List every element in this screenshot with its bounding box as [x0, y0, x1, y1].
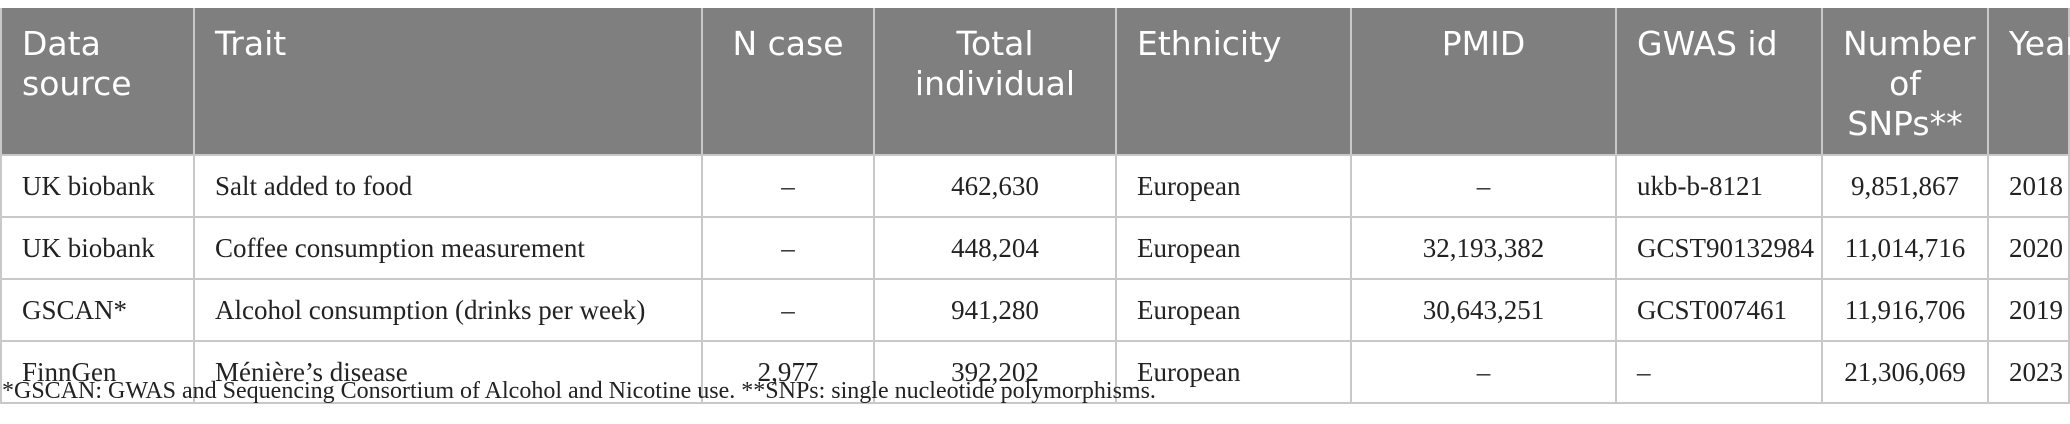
table-row: UK biobank Salt added to food – 462,630 … — [0, 154, 2070, 218]
cell-number-of-snps: 21,306,069 — [1821, 340, 1989, 404]
data-table-container: Data source Trait N case Total individua… — [0, 8, 2070, 404]
data-sources-table: Data source Trait N case Total individua… — [0, 8, 2070, 404]
cell-year: 2018 — [1987, 154, 2070, 218]
cell-n-case: 2,977 — [701, 340, 875, 404]
header-year: Year — [1987, 8, 2070, 155]
cell-data-source: GSCAN* — [0, 278, 195, 342]
cell-trait: Coffee consumption measurement — [193, 216, 703, 280]
cell-trait: Alcohol consumption (drinks per week) — [193, 278, 703, 342]
cell-pmid: – — [1350, 154, 1617, 218]
cell-data-source: UK biobank — [0, 154, 195, 218]
cell-year: 2019 — [1987, 278, 2070, 342]
cell-n-case: – — [701, 154, 875, 218]
header-trait: Trait — [193, 8, 703, 155]
table-row: GSCAN* Alcohol consumption (drinks per w… — [0, 278, 2070, 342]
cell-trait: Ménière’s disease — [193, 340, 703, 404]
cell-n-case: – — [701, 216, 875, 280]
cell-pmid: – — [1350, 340, 1617, 404]
cell-n-case: – — [701, 278, 875, 342]
table-footnote: *GSCAN: GWAS and Sequencing Consortium o… — [2, 378, 1156, 404]
cell-ethnicity: European — [1115, 340, 1352, 404]
header-n-case: N case — [701, 8, 875, 155]
cell-ethnicity: European — [1115, 216, 1352, 280]
cell-ethnicity: European — [1115, 278, 1352, 342]
cell-data-source: FinnGen — [0, 340, 195, 404]
cell-year: 2020 — [1987, 216, 2070, 280]
cell-gwas-id: ukb-b-8121 — [1615, 154, 1823, 218]
cell-total-individual: 448,204 — [873, 216, 1117, 280]
cell-year: 2023 — [1987, 340, 2070, 404]
cell-pmid: 32,193,382 — [1350, 216, 1617, 280]
table-row: UK biobank Coffee consumption measuremen… — [0, 216, 2070, 280]
header-number-of-snps: Number of SNPs** — [1821, 8, 1989, 155]
table-row: FinnGen Ménière’s disease 2,977 392,202 … — [0, 340, 2070, 404]
header-total-individual: Total individual — [873, 8, 1117, 155]
cell-number-of-snps: 9,851,867 — [1821, 154, 1989, 218]
cell-total-individual: 392,202 — [873, 340, 1117, 404]
header-pmid: PMID — [1350, 8, 1617, 155]
cell-total-individual: 941,280 — [873, 278, 1117, 342]
cell-ethnicity: European — [1115, 154, 1352, 218]
cell-trait: Salt added to food — [193, 154, 703, 218]
cell-pmid: 30,643,251 — [1350, 278, 1617, 342]
cell-number-of-snps: 11,014,716 — [1821, 216, 1989, 280]
header-ethnicity: Ethnicity — [1115, 8, 1352, 155]
cell-gwas-id: GCST90132984 — [1615, 216, 1823, 280]
header-data-source: Data source — [0, 8, 195, 155]
header-row: Data source Trait N case Total individua… — [0, 8, 2070, 155]
cell-gwas-id: GCST007461 — [1615, 278, 1823, 342]
cell-total-individual: 462,630 — [873, 154, 1117, 218]
cell-number-of-snps: 11,916,706 — [1821, 278, 1989, 342]
header-gwas-id: GWAS id — [1615, 8, 1823, 155]
cell-data-source: UK biobank — [0, 216, 195, 280]
cell-gwas-id: – — [1615, 340, 1823, 404]
